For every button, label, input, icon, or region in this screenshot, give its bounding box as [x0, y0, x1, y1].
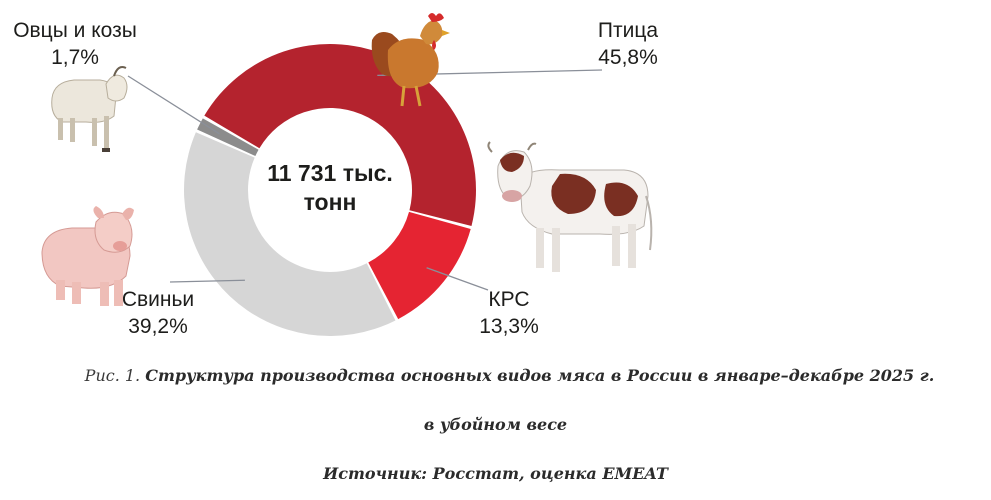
slice-cattle — [368, 211, 471, 320]
center-unit: тонн — [304, 189, 357, 215]
slice-poultry — [204, 44, 476, 227]
label-poultry-value: 45,8% — [598, 46, 658, 69]
donut-slices — [183, 44, 476, 337]
label-cattle-name: КРС — [488, 288, 529, 311]
cow-icon — [487, 141, 653, 272]
figure-source: Источник: Росстат, оценка EMEAT — [0, 464, 991, 483]
label-cattle-value: 13,3% — [479, 315, 539, 338]
donut-chart: 11 731 тыс. тонн Овцы и козы 1,7% Птица … — [13, 13, 658, 338]
leader-cattle — [426, 267, 489, 291]
label-poultry-name: Птица — [598, 19, 658, 42]
leader-goats — [127, 75, 220, 135]
label-goats-value: 1,7% — [51, 46, 99, 69]
goat-icon — [51, 66, 128, 152]
figure-caption: Рис. 1. Структура производства основных … — [14, 366, 991, 385]
figure-number: Рис. 1. — [84, 366, 141, 385]
figure-source-text: Источник: Росстат, оценка EMEAT — [323, 464, 668, 483]
label-pigs-value: 39,2% — [128, 315, 188, 338]
slice-pigs — [183, 132, 396, 337]
pig-icon — [41, 206, 134, 306]
center-total: 11 731 тыс. — [267, 160, 393, 186]
figure-title: Структура производства основных видов мя… — [145, 366, 935, 385]
figure-title-line2: в убойном весе — [423, 415, 568, 434]
chicken-icon — [371, 13, 450, 107]
label-goats-name: Овцы и козы — [13, 19, 137, 42]
slice-goats — [197, 118, 259, 157]
leader-pigs — [169, 279, 245, 283]
figure-caption-line2: в убойном весе — [0, 415, 991, 434]
label-pigs-name: Свиньи — [122, 288, 194, 311]
